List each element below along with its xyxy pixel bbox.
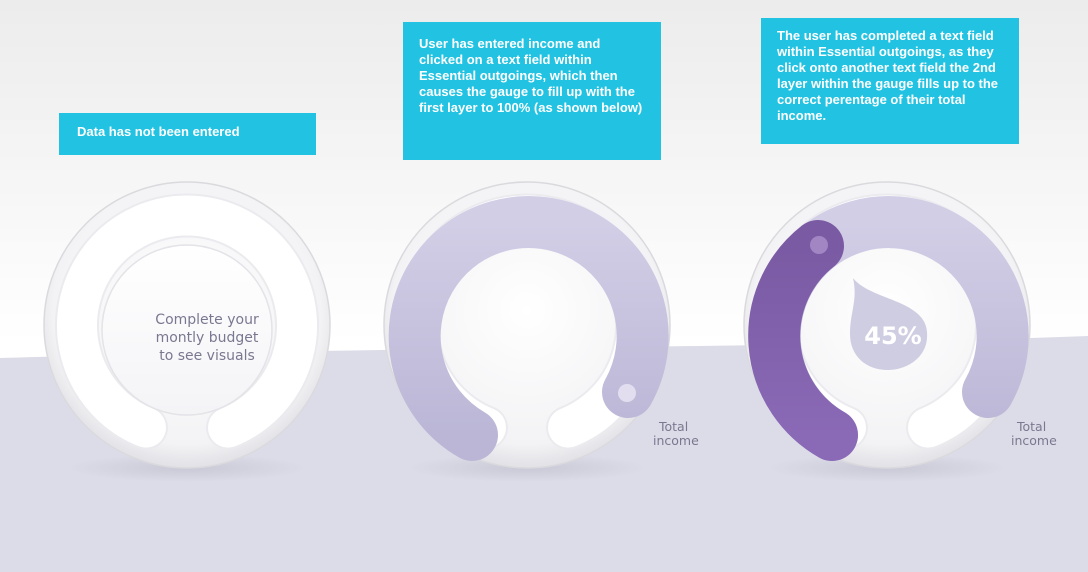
gauge-empty: Complete your montly budget to see visua… xyxy=(43,181,331,482)
first-layer-end-knob xyxy=(618,384,636,402)
percent-drop-pointer xyxy=(850,278,928,370)
total-income-label-line-2: income xyxy=(1011,433,1057,448)
empty-message-line-3: to see visuals xyxy=(159,348,255,364)
gauge-track-fill xyxy=(57,195,317,448)
callout-second-layer: The user has completed a text field with… xyxy=(761,18,1019,144)
total-income-label-line-1: Total xyxy=(658,419,688,434)
percent-label: 45% xyxy=(864,322,921,350)
callout-no-data-text: Data has not been entered xyxy=(77,124,240,139)
empty-message-line-2: montly budget xyxy=(156,330,259,346)
second-layer-arc xyxy=(748,220,858,461)
callout-income-entered-text: User has entered income and clicked on a… xyxy=(419,36,643,115)
total-income-label-line-2: income xyxy=(653,433,699,448)
first-layer-arc xyxy=(388,196,669,461)
gauge-second-layer: 45% Total income xyxy=(743,181,1057,482)
total-income-label-line-1: Total xyxy=(1016,419,1046,434)
empty-message-line-1: Complete your xyxy=(155,312,259,328)
callout-income-entered: User has entered income and clicked on a… xyxy=(403,22,661,160)
gauge-first-layer: Total income xyxy=(383,181,699,482)
callout-second-layer-text: The user has completed a text field with… xyxy=(777,28,999,123)
second-layer-end-knob xyxy=(810,236,828,254)
gauge-center-disc xyxy=(101,244,273,416)
callout-no-data: Data has not been entered xyxy=(59,113,316,155)
